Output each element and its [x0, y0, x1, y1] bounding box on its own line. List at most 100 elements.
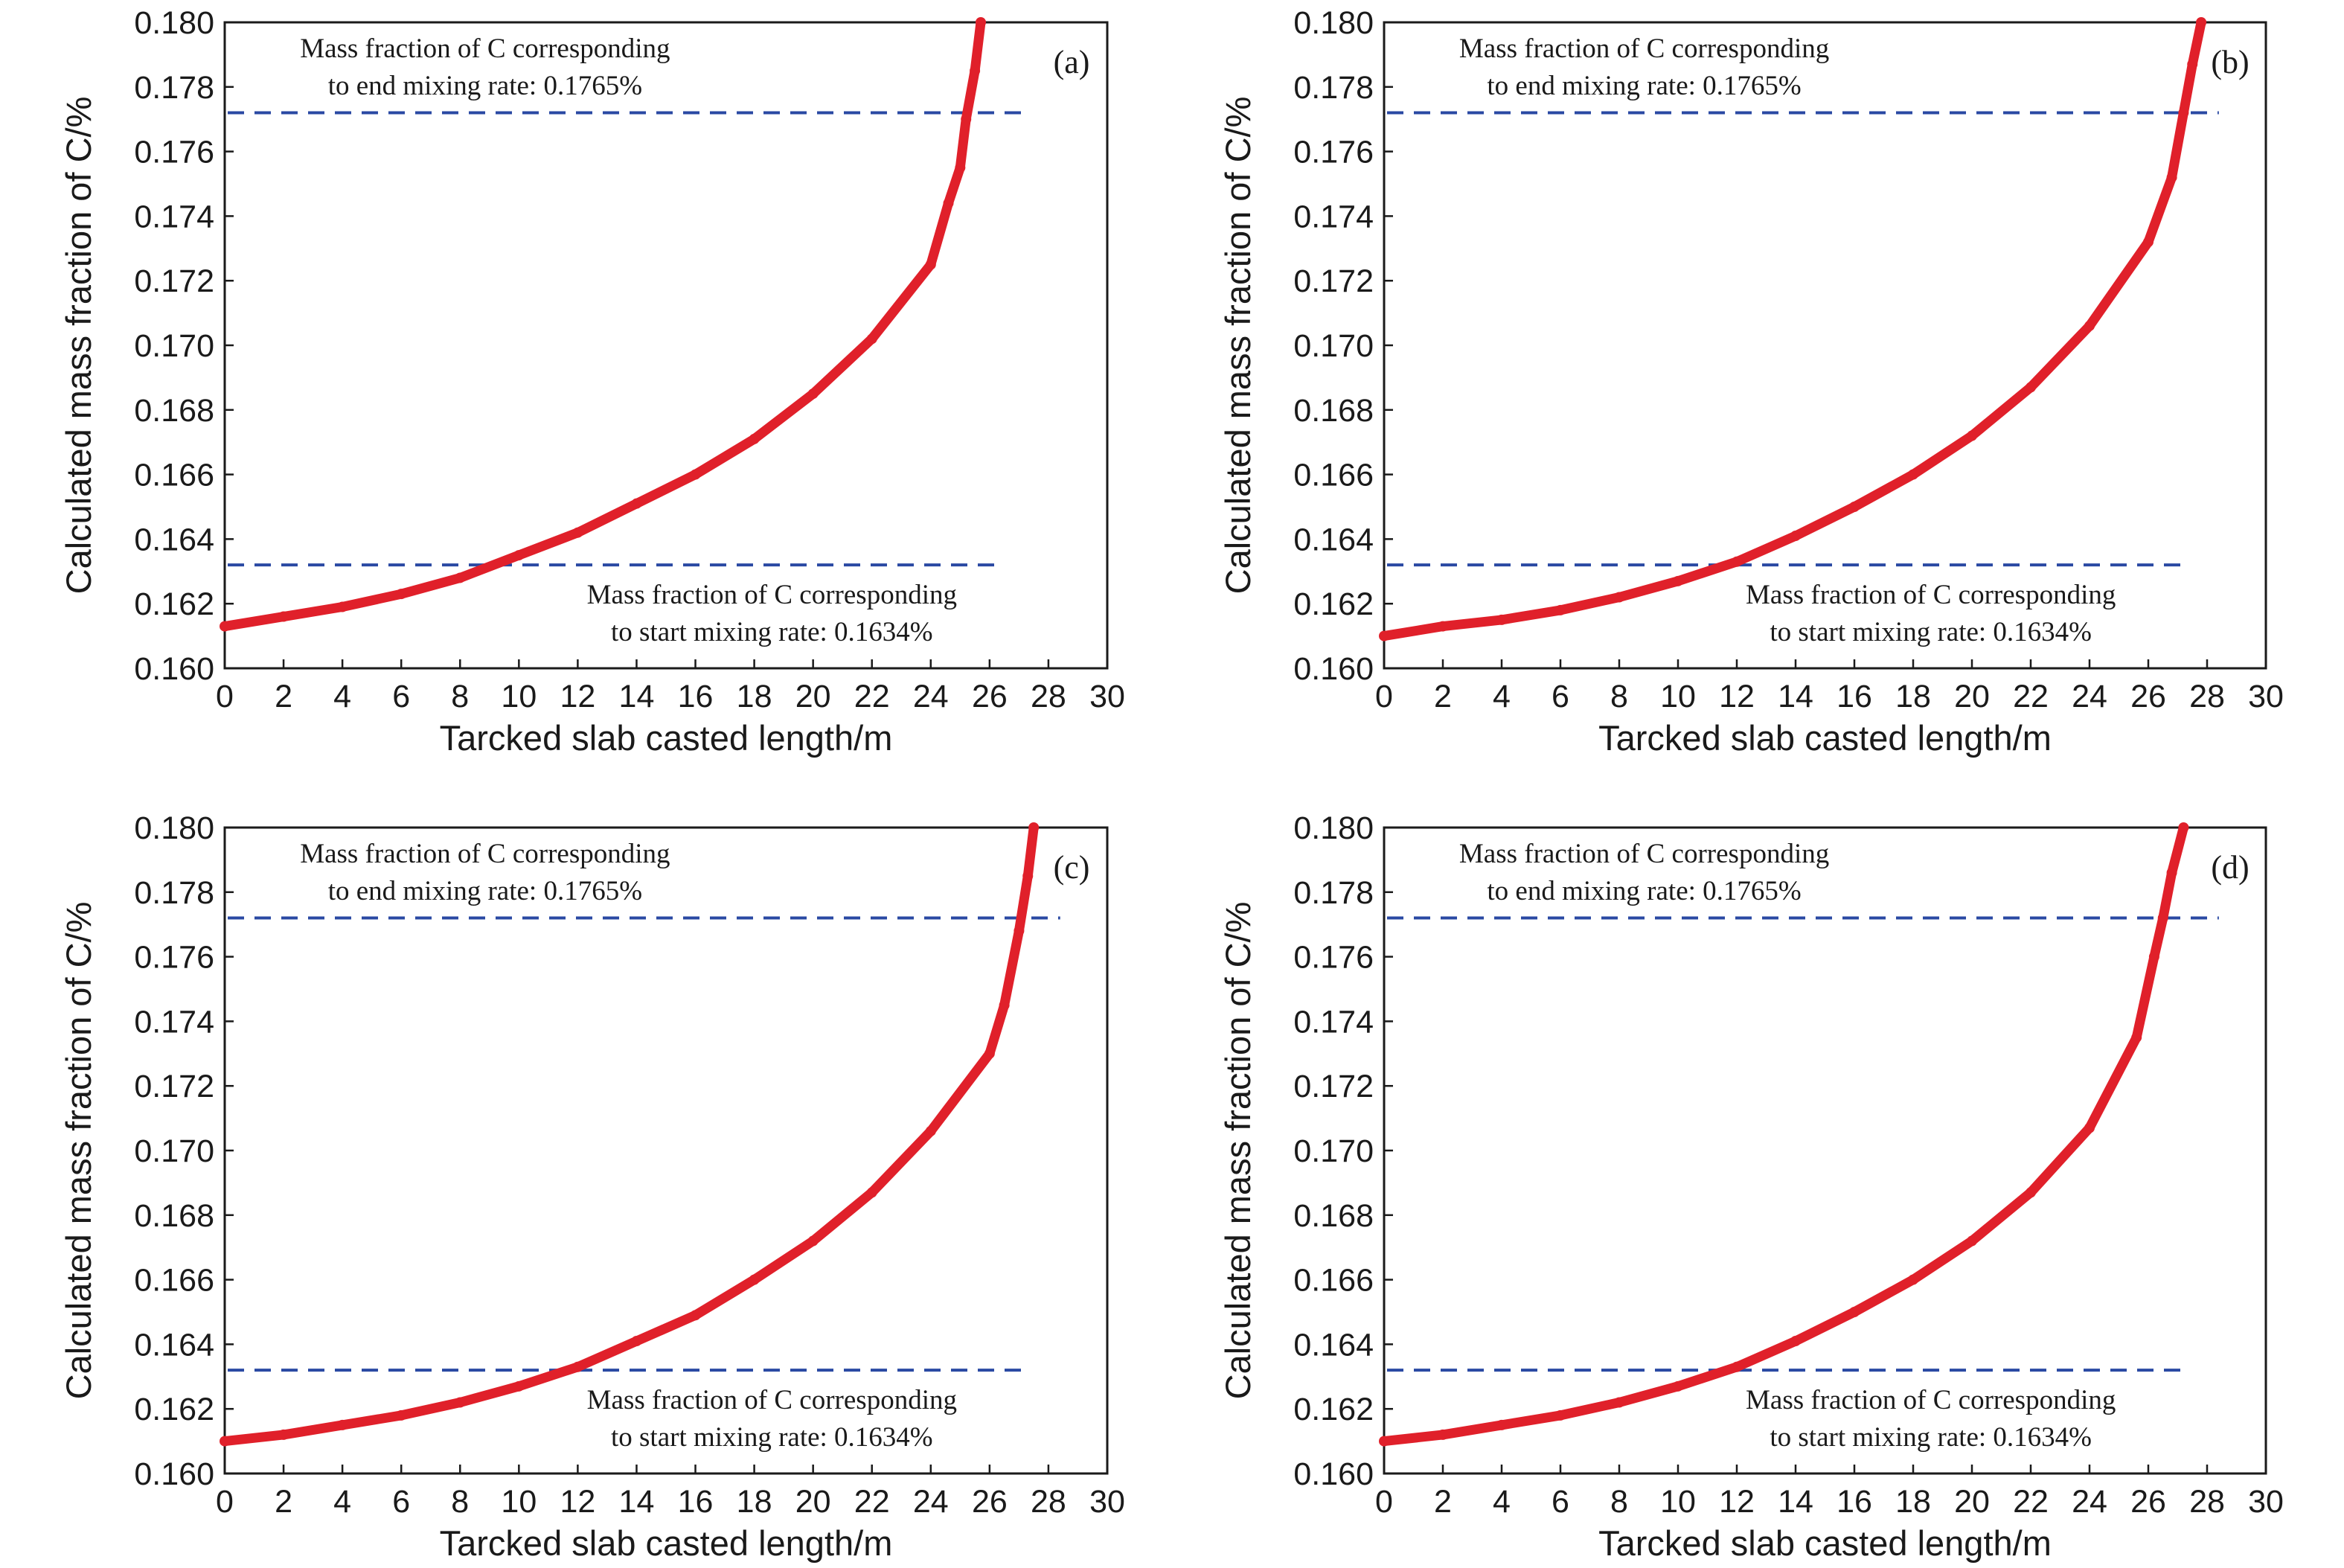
x-tick-label: 14 [1778, 679, 1813, 714]
data-point [690, 1310, 701, 1321]
y-tick-label: 0.170 [134, 328, 214, 364]
y-tick-label: 0.180 [134, 5, 214, 41]
x-tick-label: 4 [333, 1484, 351, 1520]
data-point [1496, 614, 1507, 625]
data-point [1967, 1235, 1977, 1247]
y-tick-label: 0.166 [134, 1263, 214, 1299]
chart-panel: 0 2 4 6 8 10 12 14 16 18 20 22 24 26 28 300.1600.1620.1… [1218, 5, 2284, 758]
y-tick-label: 0.172 [1293, 263, 1374, 299]
x-tick-label: 8 [1610, 1484, 1628, 1520]
y-tick-label: 0.178 [134, 875, 214, 911]
x-tick-label: 4 [1493, 679, 1511, 714]
end-mixing-annotation-line2: to end mixing rate: 0.1765% [1487, 71, 1801, 101]
carbon-fraction-curve [1379, 17, 2206, 641]
data-point [749, 433, 760, 444]
data-point [2143, 237, 2154, 248]
data-point [925, 259, 936, 270]
data-point [2148, 951, 2159, 962]
data-point [1028, 822, 1040, 833]
data-point [866, 1187, 877, 1198]
x-tick-label: 10 [1660, 679, 1696, 714]
data-point [2026, 1187, 2036, 1198]
data-point [1438, 621, 1448, 632]
x-tick-label: 28 [2189, 1484, 2225, 1520]
data-point [1967, 430, 1977, 441]
data-point [2166, 867, 2177, 878]
data-point [220, 621, 230, 632]
y-tick-label: 0.160 [1293, 1456, 1374, 1492]
x-tick-label: 10 [1660, 1484, 1696, 1520]
y-tick-label: 0.162 [1293, 1392, 1374, 1427]
x-tick-label: 24 [2072, 679, 2107, 714]
x-tick-label: 2 [275, 1484, 292, 1520]
y-tick-label: 0.162 [134, 1392, 214, 1427]
data-point [631, 1336, 642, 1347]
y-tick-label: 0.170 [1293, 328, 1374, 364]
x-tick-label: 12 [1719, 1484, 1755, 1520]
x-tick-label: 2 [275, 679, 292, 714]
data-point [970, 65, 981, 77]
data-point [1555, 1409, 1566, 1421]
y-axis-title: Calculated mass fraction of C/% [1218, 902, 1258, 1400]
start-mixing-annotation-line1: Mass fraction of C corresponding [1746, 1385, 2116, 1415]
data-point [572, 527, 583, 538]
x-tick-label: 26 [2130, 679, 2166, 714]
data-point [984, 1048, 995, 1059]
data-point [396, 1409, 407, 1421]
y-tick-label: 0.174 [134, 199, 214, 234]
x-tick-label: 24 [913, 1484, 949, 1520]
data-point [1438, 1429, 1448, 1440]
data-point [2026, 382, 2036, 393]
x-tick-label: 2 [1434, 679, 1452, 714]
x-tick-label: 0 [1375, 1484, 1393, 1520]
y-tick-label: 0.166 [1293, 458, 1374, 493]
y-tick-label: 0.174 [1293, 199, 1374, 234]
x-tick-label: 16 [1837, 1484, 1872, 1520]
plot-frame [223, 21, 1109, 670]
y-tick-label: 0.176 [1293, 135, 1374, 170]
data-point [807, 1235, 819, 1247]
x-tick-label: 22 [854, 679, 890, 714]
y-tick-label: 0.176 [134, 135, 214, 170]
carbon-fraction-curve [220, 822, 1039, 1447]
y-tick-label: 0.164 [134, 522, 214, 557]
x-tick-label: 4 [333, 679, 351, 714]
x-tick-label: 8 [1610, 679, 1628, 714]
x-tick-label: 20 [1954, 679, 1990, 714]
data-point [1849, 502, 1860, 512]
chart-panel: 0 2 4 6 8 10 12 14 16 18 20 22 24 26 28 300.1600.1620.1… [59, 810, 1125, 1563]
end-mixing-annotation-line1: Mass fraction of C corresponding [300, 33, 670, 64]
x-tick-label: 18 [1895, 1484, 1931, 1520]
x-tick-label: 26 [972, 679, 1008, 714]
x-tick-label: 16 [678, 679, 714, 714]
x-tick-label: 6 [1552, 1484, 1569, 1520]
y-tick-label: 0.170 [134, 1133, 214, 1169]
end-mixing-annotation-line1: Mass fraction of C corresponding [1459, 839, 1829, 869]
data-point [1014, 925, 1025, 936]
y-tick-label: 0.174 [134, 1004, 214, 1040]
x-tick-label: 22 [854, 1484, 890, 1520]
x-tick-label: 0 [216, 1484, 234, 1520]
x-tick-label: 28 [2189, 679, 2225, 714]
y-tick-label: 0.160 [1293, 651, 1374, 687]
x-tick-label: 12 [560, 679, 595, 714]
data-point [2131, 1032, 2142, 1043]
data-point [925, 1125, 936, 1136]
data-point [455, 572, 466, 583]
data-point [278, 611, 289, 622]
x-tick-label: 28 [1031, 679, 1066, 714]
x-tick-label: 16 [678, 1484, 714, 1520]
y-tick-label: 0.168 [1293, 393, 1374, 429]
y-tick-label: 0.166 [134, 458, 214, 493]
y-tick-label: 0.178 [1293, 875, 1374, 911]
x-tick-label: 30 [2248, 1484, 2284, 1520]
panel-label: (d) [2211, 849, 2249, 886]
data-point [1379, 630, 1389, 641]
y-tick-label: 0.180 [1293, 810, 1374, 846]
x-tick-label: 6 [392, 679, 410, 714]
x-tick-label: 26 [972, 1484, 1008, 1520]
x-tick-label: 28 [1031, 1484, 1066, 1520]
data-point [1790, 531, 1801, 542]
x-tick-label: 8 [451, 1484, 469, 1520]
y-tick-label: 0.178 [1293, 70, 1374, 106]
